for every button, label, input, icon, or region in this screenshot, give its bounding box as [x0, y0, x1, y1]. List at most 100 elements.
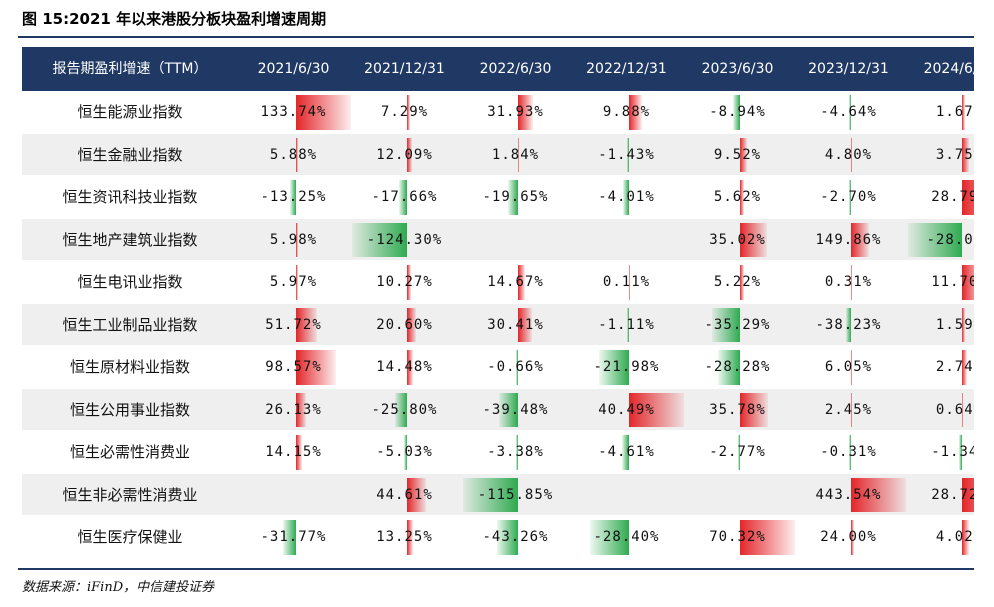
data-cell: -1.11% [571, 304, 682, 347]
positive-bar [961, 350, 967, 385]
data-cell: 40.49% [571, 389, 684, 432]
value-label: 443.54% [815, 486, 882, 503]
positive-bar [295, 95, 351, 130]
value-label: -4.01% [598, 189, 655, 205]
value-label: -115.85% [477, 486, 554, 503]
negative-bar [959, 435, 962, 470]
data-cell: -8.94% [682, 91, 793, 134]
data-cell: 28.79% [904, 176, 974, 219]
data-cell: 0.11% [571, 261, 682, 304]
value-label: -17.66% [371, 189, 438, 205]
positive-bar [517, 265, 525, 300]
row-separator [22, 345, 974, 346]
value-label: 31.93% [487, 104, 544, 120]
data-cell: -3.38% [460, 431, 571, 474]
positive-bar [739, 392, 768, 427]
data-cell: 2.74% [904, 346, 974, 389]
negative-bar [845, 307, 851, 342]
data-cell: -35.29% [682, 304, 793, 347]
value-label: -2.77% [709, 444, 766, 460]
data-cell: 70.32% [682, 516, 795, 559]
data-cell: 28.72% [904, 474, 974, 517]
value-label: -1.43% [598, 146, 655, 163]
data-cell: 44.61% [349, 474, 460, 517]
data-cell: -25.80% [349, 389, 460, 432]
value-label: 14.48% [376, 359, 433, 375]
positive-bar [406, 137, 413, 172]
value-label [571, 474, 682, 517]
table-row: 恒生必需性消费业 14.15% -5.03% -3.38% -4.61% -2.77% -0… [22, 431, 974, 474]
negative-bar [849, 435, 851, 470]
value-label: -31.77% [260, 529, 327, 545]
negative-bar [404, 435, 407, 470]
positive-bar [406, 477, 427, 512]
data-cell: 443.54% [793, 474, 906, 517]
value-label: -13.25% [260, 189, 327, 205]
positive-bar [406, 307, 416, 342]
positive-bar [961, 392, 964, 427]
negative-bar [497, 520, 518, 555]
value-label: 70.32% [709, 529, 766, 545]
data-cell: 2.45% [793, 389, 904, 432]
positive-bar [850, 520, 854, 555]
row-label: 恒生医疗保健业 [77, 528, 183, 546]
table-header: 报告期盈利增速（TTM） 2021/6/30 2021/12/31 2022/6/30… [22, 47, 974, 91]
data-cell: 6.05% [793, 346, 904, 389]
data-cell: 9.52% [682, 134, 793, 177]
negative-bar [351, 222, 407, 257]
data-cell [238, 474, 349, 517]
value-label: 14.15% [265, 444, 322, 460]
data-cell: 0.64% [904, 389, 974, 432]
positive-bar [628, 392, 684, 427]
value-label: 30.41% [487, 316, 544, 333]
data-cell: 12.09% [349, 134, 460, 177]
value-label: 1.59% [935, 316, 974, 333]
data-cell [571, 219, 682, 262]
negative-bar [849, 180, 851, 215]
data-cell: 7.29% [349, 91, 460, 134]
data-cell: -124.30% [349, 219, 460, 262]
negative-bar [462, 477, 518, 512]
column-header: 2024/6/30 [923, 61, 974, 77]
value-label [238, 474, 349, 517]
table-row: 恒生地产建筑业指数 5.98% -124.30% 35.02% 149.86% -28.0… [22, 218, 974, 262]
row-label: 恒生原材料业指数 [69, 358, 190, 376]
positive-bar [850, 137, 853, 172]
data-cell: -1.43% [571, 134, 682, 177]
positive-bar [628, 95, 643, 130]
row-label: 恒生金融业指数 [77, 145, 183, 164]
value-label [571, 219, 682, 262]
value-label: 1.67% [935, 104, 974, 120]
value-label: 24.00% [820, 529, 877, 545]
table-row: 恒生原材料业指数 98.57% 14.48% -0.66% -21.98% -28.28%… [22, 346, 974, 389]
negative-bar [395, 392, 407, 427]
value-label: 1.84% [491, 146, 540, 163]
positive-bar [295, 435, 302, 470]
negative-bar [712, 307, 740, 342]
value-label: -35.29% [704, 316, 771, 333]
value-label: 5.88% [269, 146, 318, 163]
value-label: 6.05% [824, 359, 873, 375]
value-label: -19.65% [482, 189, 549, 205]
positive-bar [295, 265, 299, 300]
row-separator [22, 430, 974, 431]
value-label: -38.23% [815, 316, 882, 333]
table-row: 恒生能源业指数 133.74% 7.29% 31.93% 9.88% -8.94% -4.6… [22, 91, 974, 134]
value-label: -1.11% [598, 316, 655, 333]
data-cell: 4.02% [904, 516, 974, 559]
value-label: 0.11% [602, 274, 651, 290]
data-cell: -19.65% [460, 176, 571, 219]
positive-bar [961, 520, 970, 555]
data-cell: 10.27% [349, 261, 460, 304]
value-label [682, 474, 793, 517]
corner-header: 报告期盈利增速（TTM） [52, 61, 208, 77]
data-cell: 9.88% [571, 91, 682, 134]
value-label: -2.70% [820, 189, 877, 205]
data-cell: -0.66% [460, 346, 571, 389]
row-separator [22, 557, 974, 559]
positive-bar [406, 95, 410, 130]
row-separator [22, 472, 974, 474]
positive-bar [406, 265, 412, 300]
negative-bar [590, 520, 629, 555]
data-cell: -13.25% [238, 176, 349, 219]
